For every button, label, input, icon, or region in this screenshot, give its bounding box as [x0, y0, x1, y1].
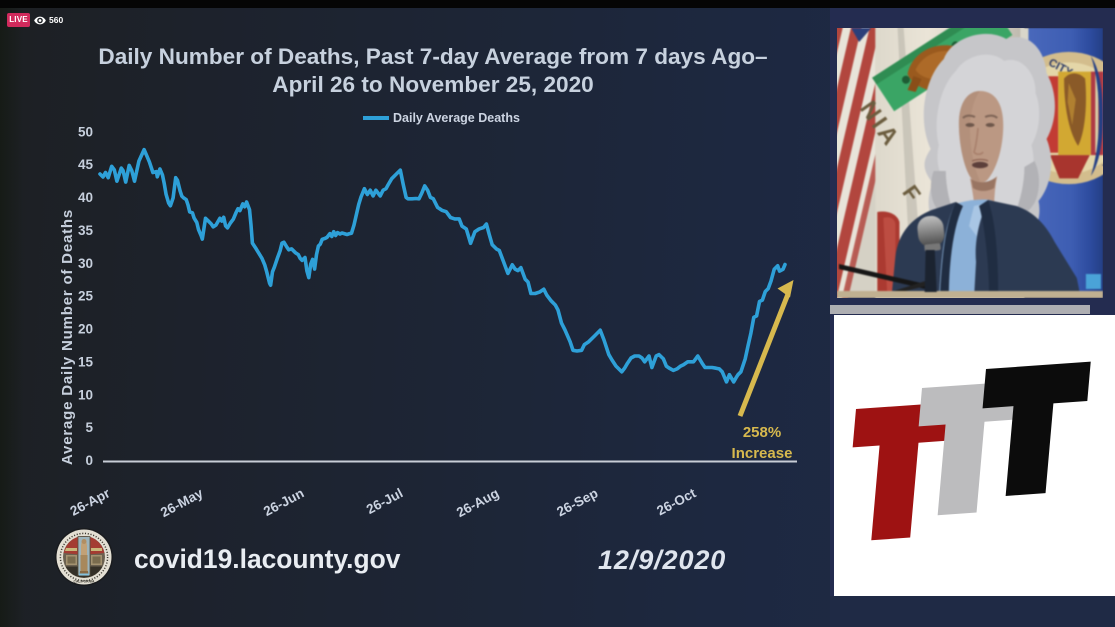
svg-text:25: 25	[78, 289, 94, 304]
svg-text:26-May: 26-May	[158, 485, 206, 520]
svg-text:Increase: Increase	[732, 445, 793, 462]
svg-text:50: 50	[78, 124, 93, 139]
svg-text:20: 20	[78, 322, 93, 337]
svg-text:26-Aug: 26-Aug	[454, 485, 501, 520]
svg-text:10: 10	[78, 387, 93, 402]
svg-text:0: 0	[85, 453, 93, 468]
svg-text:45: 45	[78, 157, 94, 172]
svg-text:26-Apr: 26-Apr	[68, 485, 113, 519]
svg-text:258%: 258%	[743, 424, 781, 441]
svg-text:30: 30	[78, 256, 93, 271]
svg-text:5: 5	[85, 420, 93, 435]
svg-text:26-Sep: 26-Sep	[554, 485, 600, 519]
svg-text:26-Jul: 26-Jul	[364, 485, 406, 517]
svg-text:35: 35	[78, 223, 94, 238]
svg-text:40: 40	[78, 190, 93, 205]
svg-text:CALIFORNIA: CALIFORNIA	[74, 580, 95, 584]
svg-text:26-Jun: 26-Jun	[261, 485, 306, 519]
svg-text:✦: ✦	[1101, 161, 1103, 172]
svg-text:15: 15	[78, 354, 94, 369]
svg-text:Average Daily Number of Deaths: Average Daily Number of Deaths	[59, 209, 76, 465]
svg-text:26-Oct: 26-Oct	[654, 485, 699, 518]
